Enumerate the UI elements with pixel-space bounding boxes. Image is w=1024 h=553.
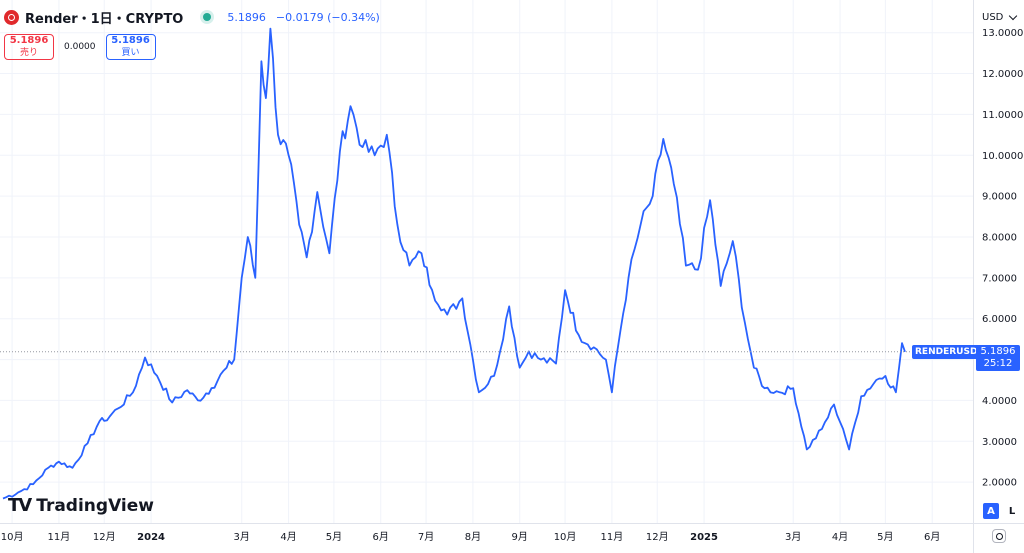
chevron-down-icon: [1008, 11, 1018, 20]
x-tick-label: 4月: [280, 531, 296, 543]
trade-panel: 5.1896 売り 0.0000 5.1896 買い: [4, 34, 156, 60]
y-tick-label: 9.0000: [982, 192, 1017, 203]
currency-label: USD: [982, 11, 1004, 23]
y-tick-label: 13.0000: [982, 28, 1023, 39]
x-tick-label: 5月: [326, 531, 342, 543]
log-scale-button[interactable]: L: [1008, 505, 1016, 517]
y-tick-label: 12.0000: [982, 69, 1023, 80]
x-tick-label: 10月: [554, 531, 577, 543]
time-axis: 10月 11月 12月 2024 3月 4月 5月 6月 7月 8月 9月 10月 11月 12月 2025…: [0, 523, 1024, 543]
x-tick-label: 4月: [832, 531, 848, 543]
symbol-title[interactable]: Render・1日・CRYPTO: [25, 11, 184, 27]
y-tick-label: 3.0000: [982, 437, 1017, 448]
x-tick-label: 2024: [137, 532, 165, 543]
x-tick-label: 3月: [234, 531, 250, 543]
last-price: 5.1896: [227, 10, 266, 24]
x-tick-label: 7月: [418, 531, 434, 543]
current-price-value: 5.1896: [980, 345, 1016, 357]
price-change: −0.0179 (−0.34%): [275, 10, 380, 24]
y-tick-label: 8.0000: [982, 232, 1017, 243]
symbol-price-label: RENDERUSD: [912, 344, 981, 359]
sell-label: 売り: [19, 48, 38, 58]
y-tick-label: 4.0000: [982, 396, 1017, 407]
settings-icon[interactable]: [992, 529, 1006, 543]
x-tick-label: 12月: [93, 531, 116, 543]
x-tick-label: 11月: [601, 531, 624, 543]
x-tick-label: 6月: [924, 531, 940, 543]
x-tick-label: 8月: [465, 531, 481, 543]
spread-value: 0.0000: [64, 42, 96, 52]
bar-countdown: 25:12: [983, 357, 1013, 369]
market-status-icon: [203, 13, 212, 21]
price-series: [0, 27, 973, 500]
tradingview-wordmark: TradingView: [36, 495, 154, 516]
buy-price: 5.1896: [111, 35, 150, 46]
tradingview-logo-icon: TV: [8, 495, 32, 516]
buy-label: 買い: [121, 48, 140, 58]
y-tick-label: 11.0000: [982, 110, 1023, 121]
price-line: [2, 27, 906, 500]
x-tick-label: 3月: [785, 531, 801, 543]
buy-button[interactable]: 5.1896 買い: [105, 34, 156, 60]
auto-scale-button[interactable]: A: [983, 503, 999, 519]
price-axis: 2.00003.00004.00005.00006.00007.00008.00…: [973, 0, 1023, 553]
y-tick-label: 10.0000: [982, 151, 1023, 162]
y-tick-label: 6.0000: [982, 314, 1017, 325]
tradingview-logo[interactable]: TV TradingView: [8, 495, 154, 516]
symbol-header: Render・1日・CRYPTO 5.1896 −0.0179 (−0.34%): [4, 6, 380, 28]
x-tick-label: 11月: [48, 531, 71, 543]
x-tick-label: 5月: [877, 531, 893, 543]
x-tick-label: 2025: [690, 532, 718, 543]
y-tick-label: 7.0000: [982, 273, 1017, 284]
x-tick-label: 10月: [1, 531, 24, 543]
render-logo-icon: [4, 9, 19, 25]
chart-grid: [0, 0, 973, 523]
currency-selector[interactable]: USD: [978, 6, 1020, 28]
x-tick-label: 12月: [646, 531, 669, 543]
sell-button[interactable]: 5.1896 売り: [4, 34, 54, 60]
current-price-tag: 5.1896 25:12: [976, 344, 1020, 371]
x-tick-label: 9月: [512, 531, 528, 543]
y-tick-label: 2.0000: [982, 478, 1017, 489]
x-tick-label: 6月: [373, 531, 389, 543]
sell-price: 5.1896: [9, 35, 49, 46]
